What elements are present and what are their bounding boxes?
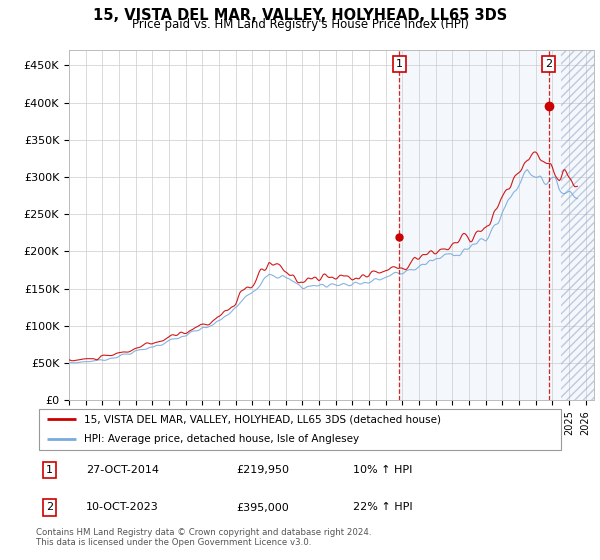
Text: Contains HM Land Registry data © Crown copyright and database right 2024.
This d: Contains HM Land Registry data © Crown c… xyxy=(36,528,371,547)
Bar xyxy=(400,50,594,400)
Text: 1: 1 xyxy=(396,59,403,69)
Text: £395,000: £395,000 xyxy=(236,502,289,512)
Text: Price paid vs. HM Land Registry's House Price Index (HPI): Price paid vs. HM Land Registry's House … xyxy=(131,18,469,31)
Text: 15, VISTA DEL MAR, VALLEY, HOLYHEAD, LL65 3DS (detached house): 15, VISTA DEL MAR, VALLEY, HOLYHEAD, LL6… xyxy=(83,414,440,424)
Text: 2: 2 xyxy=(46,502,53,512)
Text: £219,950: £219,950 xyxy=(236,465,290,475)
Text: 1: 1 xyxy=(46,465,53,475)
Text: 22% ↑ HPI: 22% ↑ HPI xyxy=(353,502,412,512)
Text: 27-OCT-2014: 27-OCT-2014 xyxy=(86,465,159,475)
Text: 15, VISTA DEL MAR, VALLEY, HOLYHEAD, LL65 3DS: 15, VISTA DEL MAR, VALLEY, HOLYHEAD, LL6… xyxy=(93,8,507,24)
Text: 10-OCT-2023: 10-OCT-2023 xyxy=(86,502,159,512)
FancyBboxPatch shape xyxy=(38,409,562,450)
Bar xyxy=(560,50,594,400)
Text: 10% ↑ HPI: 10% ↑ HPI xyxy=(353,465,412,475)
Text: 2: 2 xyxy=(545,59,552,69)
Text: HPI: Average price, detached house, Isle of Anglesey: HPI: Average price, detached house, Isle… xyxy=(83,434,359,444)
